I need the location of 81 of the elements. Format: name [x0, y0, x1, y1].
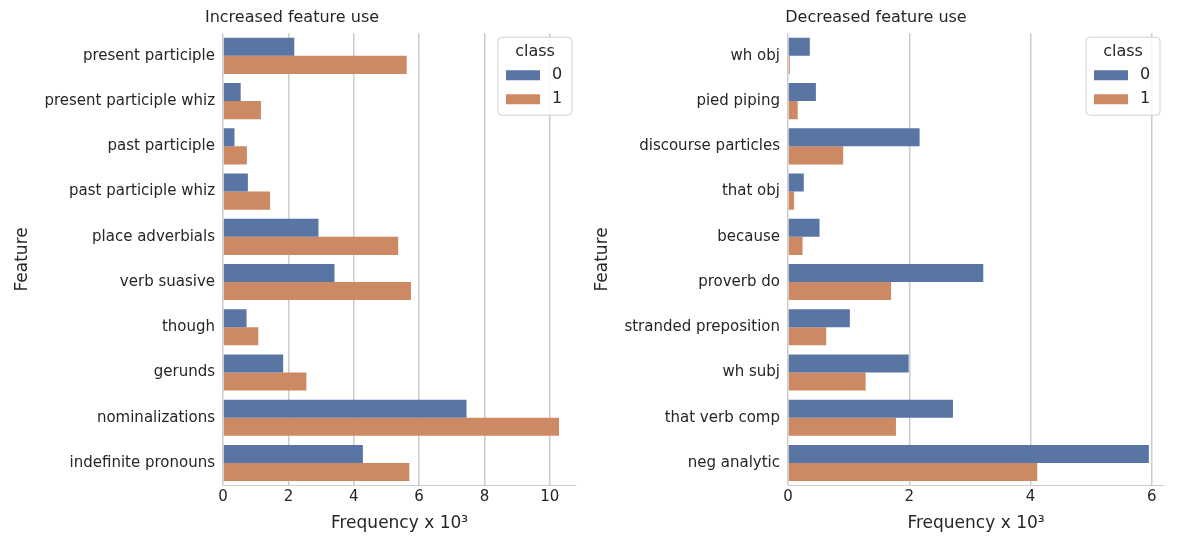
bar [788, 173, 804, 192]
bar [788, 218, 820, 237]
bar [223, 218, 319, 237]
y-tick-label: wh subj [722, 362, 780, 381]
bar [223, 309, 247, 328]
y-axis-title: Feature [590, 227, 611, 292]
y-tick-label: wh obj [730, 45, 780, 64]
bar [788, 327, 827, 346]
y-tick-label: nominalizations [96, 407, 216, 426]
legend-label: 0 [1140, 64, 1151, 84]
bar [223, 236, 399, 255]
bar [223, 191, 271, 210]
y-tick-label: past participle whiz [69, 181, 216, 200]
y-tick-label: neg analytic [687, 452, 780, 471]
bar [788, 191, 795, 210]
bar [223, 55, 407, 74]
y-tick-label: that verb comp [664, 407, 780, 426]
x-tick-label: 2 [904, 487, 915, 506]
bar [788, 236, 803, 255]
bar [223, 128, 235, 147]
bar [788, 462, 1038, 482]
bar [788, 282, 892, 301]
chart-title: Decreased feature use [785, 6, 967, 26]
x-tick-label: 0 [783, 487, 793, 506]
y-tick-label: present participle [82, 45, 216, 64]
bar [788, 354, 909, 373]
y-tick-label: proverb do [698, 271, 780, 290]
y-tick-label: past participle [107, 136, 216, 155]
x-tick-label: 0 [218, 487, 228, 506]
bar [223, 372, 307, 391]
y-axis-title: Feature [10, 227, 31, 292]
bar [223, 399, 467, 418]
y-tick-label: because [717, 226, 780, 245]
legend-label: 1 [552, 88, 563, 108]
legend-label: 0 [552, 64, 563, 84]
bar [788, 263, 984, 283]
legend-title: class [515, 41, 555, 61]
y-tick-label: verb suasive [119, 271, 216, 290]
bar [788, 37, 810, 56]
legend-label: 1 [1140, 88, 1151, 108]
bar [788, 399, 953, 418]
y-tick-label: present participle whiz [44, 90, 216, 109]
bar [223, 37, 295, 56]
bar [223, 444, 363, 463]
x-tick-label: 6 [414, 487, 424, 506]
x-tick-label: 4 [348, 487, 359, 506]
y-tick-label: gerunds [153, 362, 216, 381]
bar [223, 101, 261, 120]
bar [223, 146, 247, 165]
bar [788, 101, 798, 120]
y-tick-label: that obj [721, 181, 780, 200]
x-tick-label: 10 [540, 487, 560, 506]
y-tick-label: pied piping [696, 90, 780, 109]
bar [223, 417, 560, 436]
bar [788, 128, 920, 147]
x-tick-label: 2 [283, 487, 294, 506]
bar [223, 263, 335, 283]
x-axis-title: Frequency x 10³ [907, 512, 1045, 533]
y-tick-label: discourse particles [639, 136, 781, 155]
bar [788, 417, 896, 436]
x-axis-title: Frequency x 10³ [330, 512, 469, 533]
bar [223, 327, 259, 346]
bar [788, 372, 866, 391]
y-tick-label: stranded preposition [624, 317, 780, 336]
chart-title: Increased feature use [204, 6, 380, 26]
bar [223, 462, 410, 482]
y-tick-label: though [161, 317, 216, 336]
y-tick-label: indefinite pronouns [69, 452, 216, 471]
x-tick-label: 6 [1147, 487, 1157, 506]
bar [788, 82, 816, 102]
x-tick-label: 8 [479, 487, 490, 506]
bar [788, 444, 1149, 463]
y-tick-label: place adverbials [92, 226, 216, 245]
bar [788, 309, 850, 328]
x-tick-label: 4 [1025, 487, 1036, 506]
bar [223, 82, 241, 102]
bar [788, 146, 844, 165]
bar [223, 282, 411, 301]
bar [223, 173, 248, 192]
legend-title: class [1103, 41, 1143, 61]
bar [223, 354, 284, 373]
